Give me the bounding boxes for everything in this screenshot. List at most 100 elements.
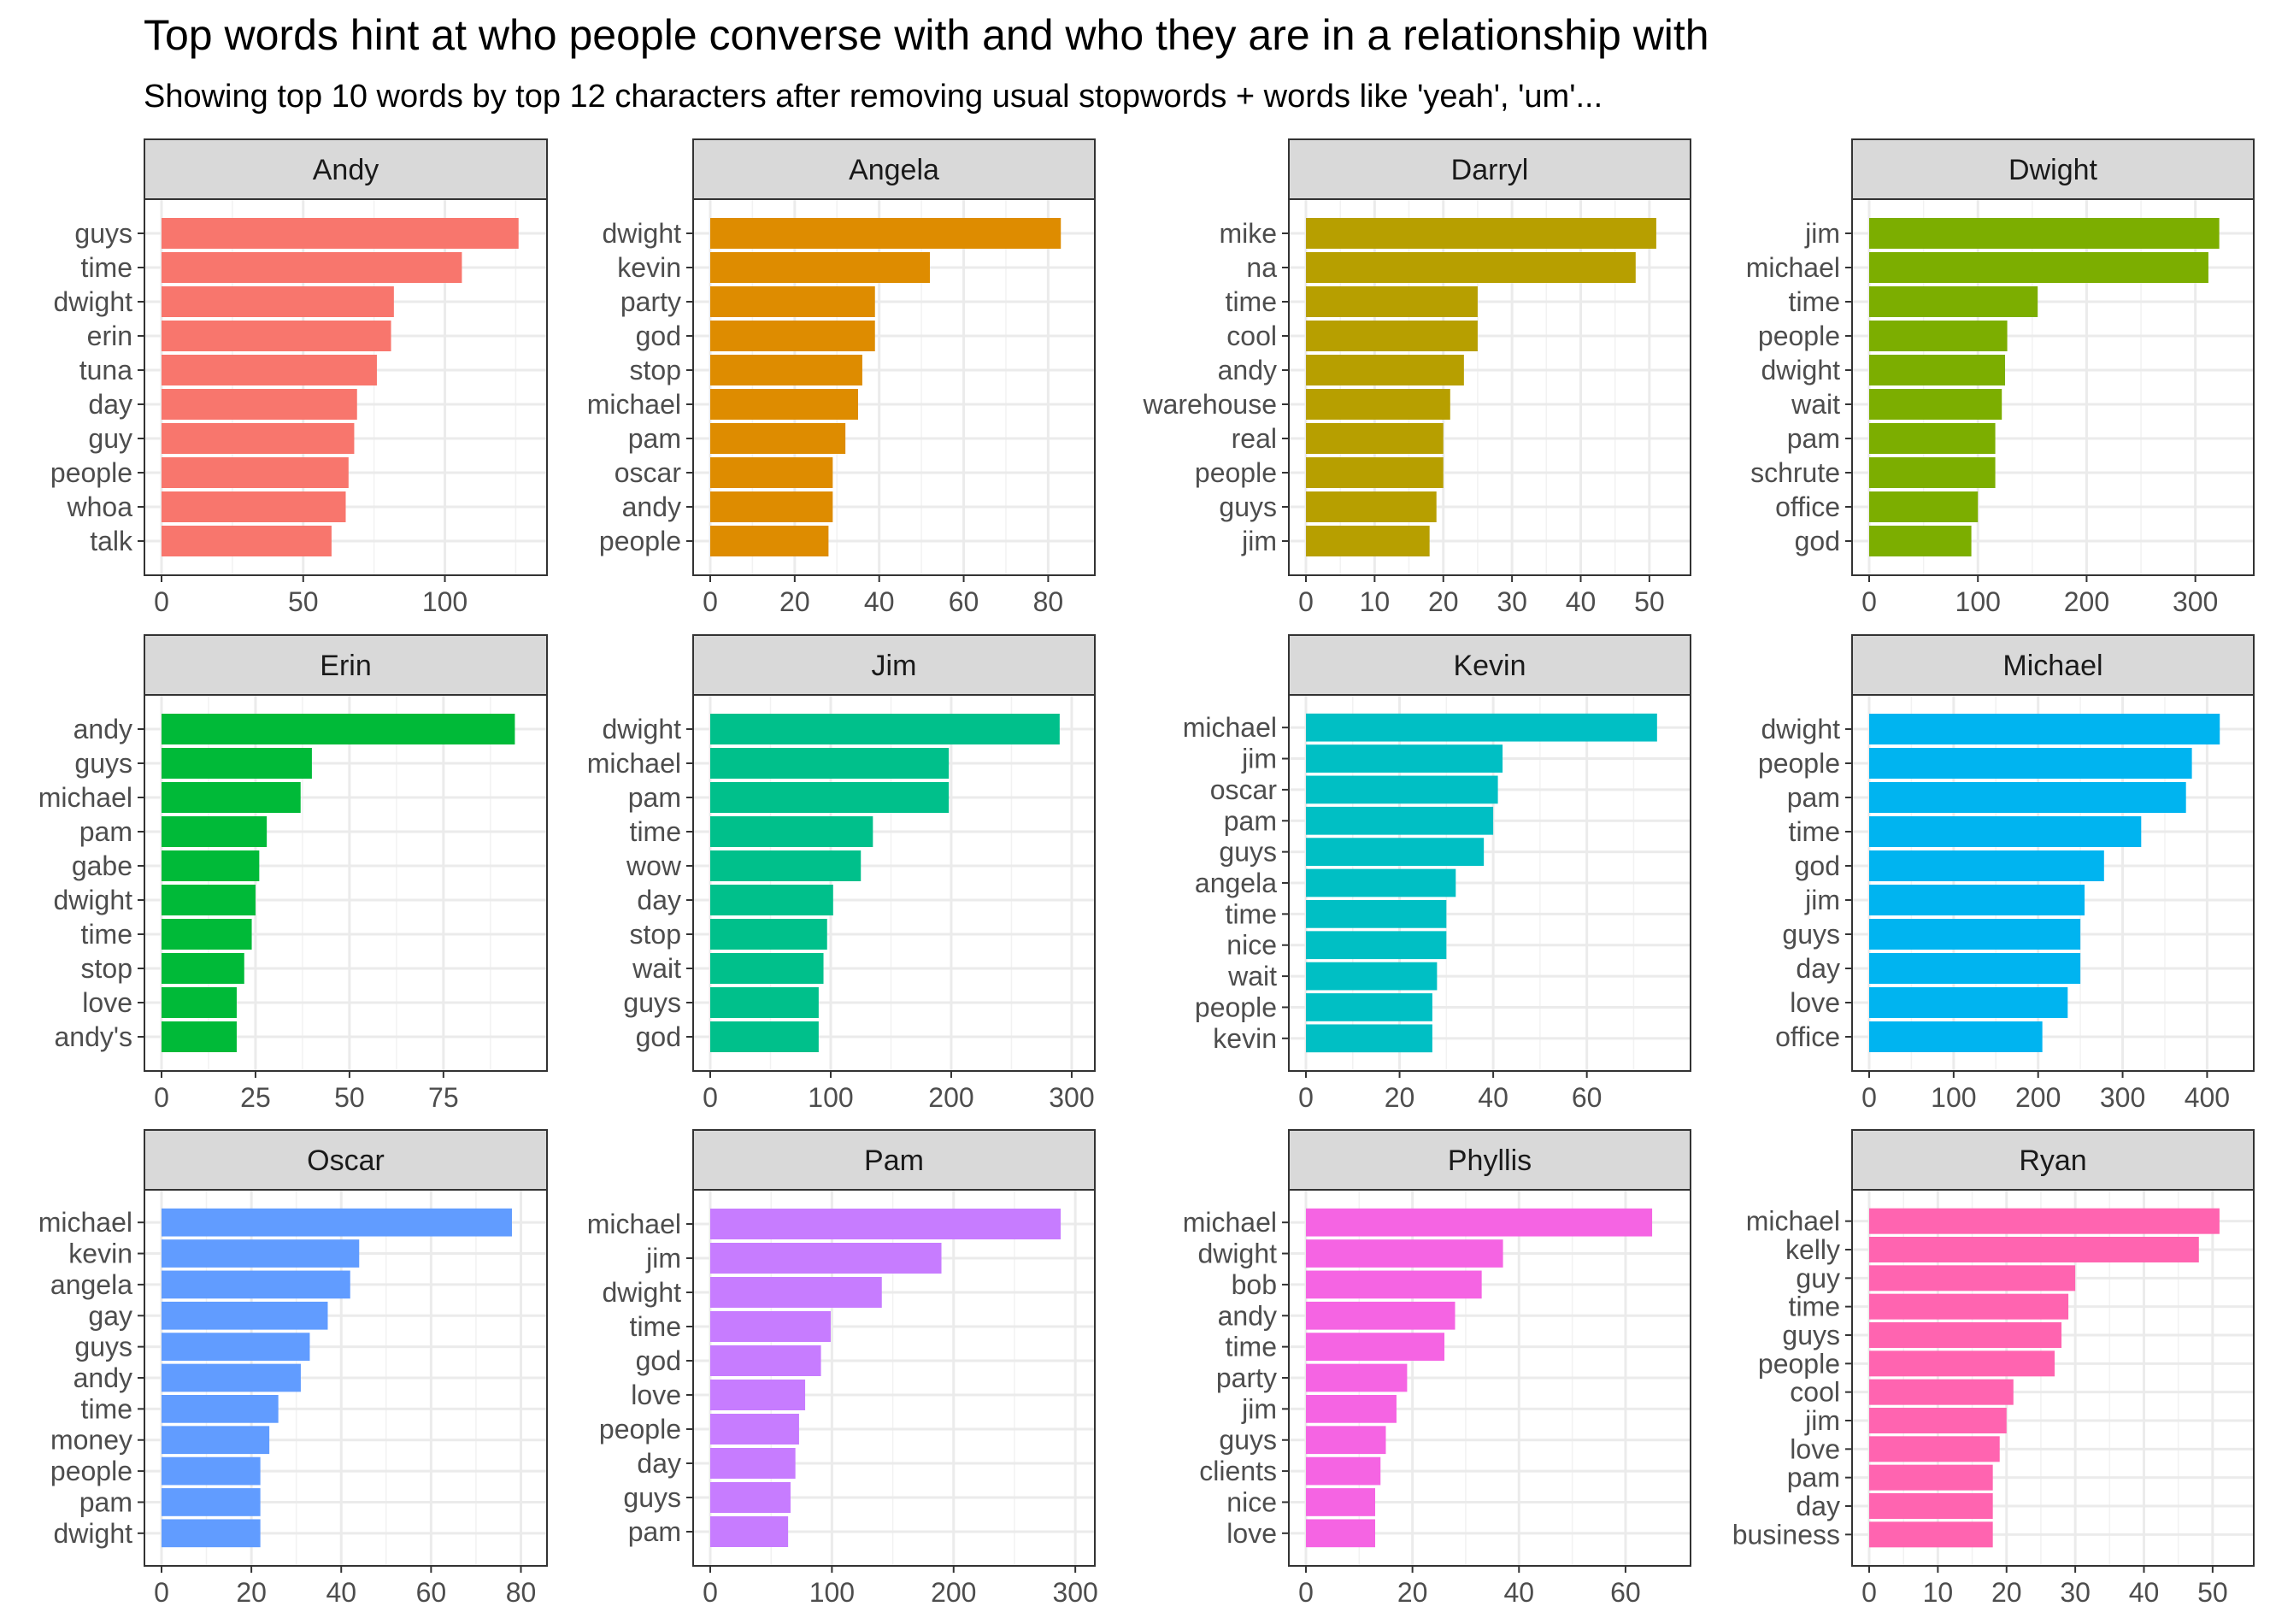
bar-michael-pam <box>1869 782 2186 813</box>
bar-kevin-angela <box>1306 868 1456 897</box>
y-tick-label-pam-michael: michael <box>587 1209 681 1239</box>
facet-strip-pam <box>692 1129 1096 1191</box>
bar-erin-andy-s <box>162 1021 237 1052</box>
bar-angela-oscar <box>710 457 833 488</box>
y-tick-label-darryl-time: time <box>1226 286 1277 317</box>
bar-phyllis-dwight <box>1306 1239 1503 1268</box>
bar-dwight-office <box>1869 491 1979 522</box>
bar-michael-office <box>1869 1021 2043 1052</box>
bar-andy-time <box>162 252 462 283</box>
x-tick-label-pam: 0 <box>703 1577 718 1608</box>
bar-ryan-love <box>1869 1436 2000 1462</box>
y-tick-label-ryan-time: time <box>1789 1292 1840 1322</box>
x-tick-label-ryan: 10 <box>1923 1577 1954 1608</box>
y-tick-label-andy-day: day <box>88 389 132 420</box>
y-tick-label-oscar-angela: angela <box>50 1269 132 1300</box>
bar-oscar-people <box>162 1456 261 1486</box>
x-tick-label-ryan: 30 <box>2060 1577 2091 1608</box>
panel-border-darryl <box>1288 198 1691 576</box>
y-tick-label-michael-pam: pam <box>1787 782 1840 813</box>
y-tick-label-erin-andy-s: andy's <box>55 1021 133 1052</box>
x-tick-label-darryl: 50 <box>1634 586 1665 617</box>
bar-dwight-wait <box>1869 389 2002 420</box>
x-tick-label-angela: 20 <box>779 586 810 617</box>
x-tick-label-oscar: 20 <box>236 1577 267 1608</box>
y-tick-label-erin-time: time <box>81 919 132 950</box>
chart-title: Top words hint at who people converse wi… <box>144 11 1709 59</box>
y-tick-label-andy-guy: guy <box>88 423 132 454</box>
y-tick-label-jim-michael: michael <box>587 748 681 779</box>
y-tick-label-dwight-office: office <box>1775 491 1840 522</box>
x-tick-label-jim: 100 <box>808 1082 853 1113</box>
bar-erin-gabe <box>162 850 260 881</box>
y-tick-label-angela-pam: pam <box>628 423 681 454</box>
bar-darryl-people <box>1306 457 1444 488</box>
y-tick-label-darryl-jim: jim <box>1241 526 1277 556</box>
x-tick-label-darryl: 0 <box>1298 586 1314 617</box>
bar-jim-wow <box>710 850 862 881</box>
bar-andy-guy <box>162 423 355 454</box>
y-tick-label-erin-michael: michael <box>38 782 132 813</box>
y-tick-label-michael-people: people <box>1758 748 1840 779</box>
y-tick-label-michael-day: day <box>1796 953 1840 984</box>
y-tick-label-phyllis-bob: bob <box>1232 1269 1277 1300</box>
bar-darryl-jim <box>1306 526 1430 556</box>
bar-dwight-god <box>1869 526 1972 556</box>
y-tick-label-phyllis-andy: andy <box>1218 1300 1277 1331</box>
panel-border-oscar <box>144 1189 548 1567</box>
y-tick-label-angela-oscar: oscar <box>615 457 682 488</box>
facet-strip-label-oscar: Oscar <box>307 1144 385 1177</box>
x-tick-label-michael: 200 <box>2015 1082 2061 1113</box>
x-tick-label-andy: 0 <box>154 586 169 617</box>
y-tick-label-dwight-time: time <box>1789 286 1840 317</box>
facet-strip-michael <box>1851 634 2255 696</box>
y-tick-label-pam-time: time <box>630 1311 681 1342</box>
panel-border-erin <box>144 694 548 1072</box>
x-tick-label-oscar: 0 <box>154 1577 169 1608</box>
y-tick-label-ryan-jim: jim <box>1804 1405 1840 1436</box>
bar-oscar-guys <box>162 1333 310 1361</box>
x-tick-label-erin: 50 <box>334 1082 365 1113</box>
panel-border-phyllis <box>1288 1189 1691 1567</box>
y-tick-label-dwight-dwight: dwight <box>1761 355 1841 385</box>
y-tick-label-darryl-people: people <box>1195 457 1277 488</box>
bar-ryan-michael <box>1869 1208 2220 1234</box>
y-tick-label-michael-love: love <box>1790 987 1840 1018</box>
bar-pam-day <box>710 1448 796 1479</box>
y-tick-label-ryan-people: people <box>1758 1348 1840 1379</box>
facet-strip-label-kevin: Kevin <box>1453 650 1526 682</box>
bar-jim-pam <box>710 782 950 813</box>
x-tick-label-angela: 40 <box>864 586 895 617</box>
x-tick-label-ryan: 40 <box>2129 1577 2160 1608</box>
y-tick-label-darryl-mike: mike <box>1219 218 1277 249</box>
bar-kevin-jim <box>1306 744 1503 773</box>
facet-strip-label-angela: Angela <box>849 154 939 186</box>
bar-oscar-money <box>162 1426 270 1455</box>
y-tick-label-pam-dwight: dwight <box>603 1277 682 1308</box>
x-tick-label-erin: 0 <box>154 1082 169 1113</box>
bar-phyllis-jim <box>1306 1395 1397 1423</box>
x-tick-label-darryl: 10 <box>1360 586 1391 617</box>
bar-phyllis-michael <box>1306 1208 1653 1237</box>
bar-jim-wait <box>710 953 824 984</box>
bar-kevin-oscar <box>1306 775 1498 804</box>
bar-jim-stop <box>710 919 827 950</box>
panel-border-pam <box>692 1189 1096 1567</box>
facet-strip-label-darryl: Darryl <box>1451 154 1529 186</box>
bar-ryan-kelly <box>1869 1237 2199 1262</box>
x-tick-label-michael: 100 <box>1931 1082 1976 1113</box>
y-tick-label-kevin-angela: angela <box>1195 868 1277 898</box>
y-tick-label-darryl-guys: guys <box>1219 491 1277 522</box>
y-tick-label-pam-love: love <box>631 1380 681 1410</box>
x-tick-label-phyllis: 20 <box>1397 1577 1428 1608</box>
y-tick-label-oscar-time: time <box>81 1393 132 1424</box>
bar-andy-talk <box>162 526 332 556</box>
y-tick-label-erin-dwight: dwight <box>54 885 133 915</box>
bar-ryan-day <box>1869 1493 1993 1519</box>
y-tick-label-andy-whoa: whoa <box>67 491 133 522</box>
x-tick-label-michael: 0 <box>1861 1082 1877 1113</box>
facet-strip-angela <box>692 138 1096 200</box>
panel-border-angela <box>692 198 1096 576</box>
y-tick-label-darryl-cool: cool <box>1226 321 1277 351</box>
